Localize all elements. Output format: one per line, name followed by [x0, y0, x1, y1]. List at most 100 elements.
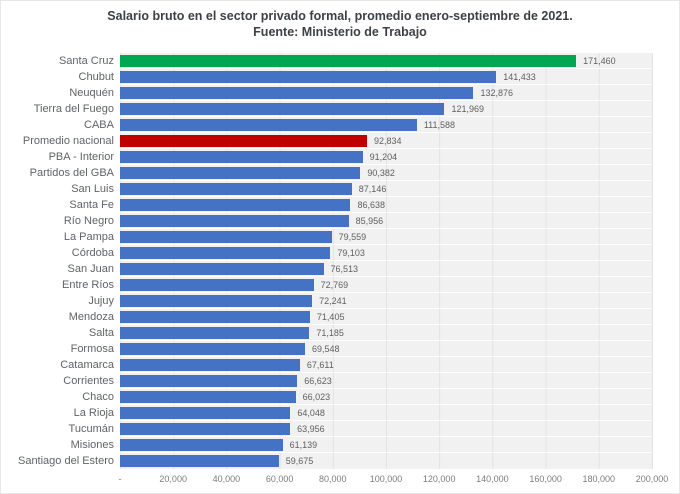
value-label: 64,048 [297, 407, 325, 418]
bar [120, 230, 332, 243]
value-label: 87,146 [358, 183, 387, 194]
value-label: 79,559 [338, 231, 367, 242]
category-label: Chubut [78, 71, 114, 83]
bar-row: 67,611 [120, 357, 652, 373]
category-label: Jujuy [88, 295, 114, 307]
bar-row: 63,956 [120, 421, 652, 437]
bar-row: 86,638 [120, 197, 652, 213]
category-label: Entre Ríos [62, 279, 114, 291]
category-label: Tucumán [68, 423, 114, 435]
bar [120, 166, 361, 179]
value-label: 92,834 [373, 135, 402, 146]
x-tick-label: 20,000 [159, 474, 187, 484]
bar-row: 79,559 [120, 229, 652, 245]
bar-row: 141,433 [120, 69, 652, 85]
value-label: 91,204 [369, 151, 398, 162]
category-label: Neuquén [69, 87, 114, 99]
category-label: Promedio nacional [22, 135, 114, 147]
x-tick-label: 160,000 [529, 474, 562, 484]
x-tick-label: 180,000 [582, 474, 616, 484]
value-label: 132,876 [480, 87, 513, 98]
category-label: Santiago del Estero [17, 455, 114, 467]
category-label: Salta [88, 327, 114, 339]
bar [120, 342, 305, 355]
value-label: 72,241 [319, 295, 347, 306]
bar-row: 92,834 [120, 133, 652, 149]
bar-row: 85,956 [120, 213, 652, 229]
bar [120, 198, 351, 211]
category-label: Formosa [70, 343, 114, 355]
value-label: 171,460 [583, 55, 616, 66]
bar-row: 132,876 [120, 85, 652, 101]
category-axis: Santa Cruz Chubut Neuquén Tierra del Fuego C… [1, 53, 114, 469]
value-label: 69,548 [311, 343, 340, 354]
category-label: Partidos del GBA [29, 167, 114, 179]
bar-row: 72,769 [120, 277, 652, 293]
category-label: Tierra del Fuego [33, 103, 114, 115]
value-label: 66,623 [304, 375, 332, 386]
bar [120, 294, 313, 307]
value-label: 111,588 [423, 119, 456, 130]
bar-row: 64,048 [120, 405, 652, 421]
bar [120, 310, 310, 323]
category-label: Santa Cruz [58, 55, 114, 67]
bar [120, 102, 445, 115]
value-label: 85,956 [355, 215, 384, 226]
bar [120, 326, 310, 339]
x-tick-label: 120,000 [422, 474, 456, 484]
chart-title-line2: Fuente: Ministerio de Trabajo [253, 25, 427, 39]
chart-title: Salario bruto en el sector privado forma… [1, 8, 679, 40]
category-label: Santa Fe [69, 199, 114, 211]
bar-row: 90,382 [120, 165, 652, 181]
x-tick-label: 140,000 [476, 474, 509, 484]
bar [120, 374, 298, 387]
bar-row: 71,405 [120, 309, 652, 325]
bar [120, 278, 314, 291]
category-label: PBA - Interior [48, 151, 114, 163]
category-label: Mendoza [68, 311, 114, 323]
x-tick-label: 100,000 [369, 474, 403, 484]
bar [120, 182, 352, 195]
value-label: 72,769 [320, 279, 349, 290]
bar-row: 91,204 [120, 149, 652, 165]
x-tick-label: 80,000 [319, 474, 347, 484]
bar [120, 54, 577, 67]
bar-row: 59,675 [120, 453, 652, 469]
bar [120, 150, 363, 163]
value-label: 59,675 [285, 456, 314, 466]
bar-row: 69,548 [120, 341, 652, 357]
x-tick-label: 60,000 [265, 474, 294, 484]
bar [120, 70, 497, 83]
category-label: La Pampa [63, 231, 114, 243]
category-label: Río Negro [63, 215, 114, 227]
value-axis: - 20,000 40,000 60,000 80,000 100,000 120,000 1… [119, 474, 669, 488]
chart-title-line1: Salario bruto en el sector privado forma… [107, 9, 573, 23]
category-label: CABA [84, 119, 114, 131]
value-label: 67,611 [306, 359, 334, 370]
x-tick-label: 200,000 [635, 474, 669, 484]
value-label: 66,023 [302, 391, 331, 402]
bar [120, 390, 296, 403]
value-label: 71,185 [316, 327, 344, 338]
category-label: Chaco [82, 391, 114, 403]
value-label: 86,638 [357, 199, 385, 210]
bar [120, 422, 291, 435]
category-label: Catamarca [60, 359, 114, 371]
category-label: Misiones [70, 439, 114, 451]
category-label: San Juan [67, 263, 114, 275]
value-label: 141,433 [503, 71, 536, 82]
bar [120, 118, 417, 131]
bar [120, 406, 291, 419]
bar [120, 86, 474, 99]
bar [120, 134, 367, 147]
category-label: Corrientes [63, 375, 114, 387]
value-label: 71,405 [316, 311, 345, 322]
bar-row: 66,623 [120, 373, 652, 389]
bar-row: 76,513 [120, 261, 652, 277]
category-label: Córdoba [71, 247, 114, 259]
plot-area: 171,460 141,433 132,876 121,969 111,588 92,83… [120, 53, 653, 469]
bar-row: 111,588 [120, 117, 652, 133]
bar [120, 246, 331, 259]
value-label: 79,103 [337, 247, 365, 258]
